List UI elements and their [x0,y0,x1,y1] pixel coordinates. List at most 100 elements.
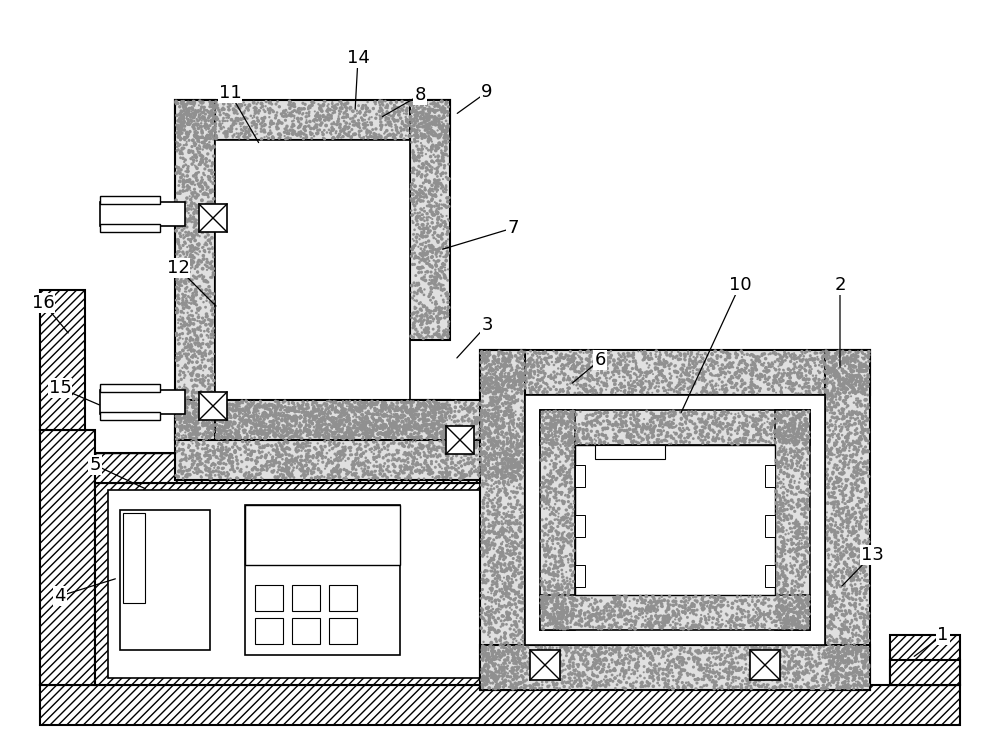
Point [403,113,419,125]
Point [829,348,845,360]
Point [484,469,500,481]
Point [271,461,287,472]
Point [429,178,445,190]
Point [728,377,744,389]
Point [501,612,517,624]
Point [771,435,787,447]
Point [498,587,514,598]
Point [671,657,687,669]
Point [853,595,869,607]
Point [417,266,433,278]
Point [708,602,724,614]
Point [673,652,689,663]
Point [267,402,283,414]
Point [221,421,237,433]
Point [218,444,234,455]
Point [387,419,403,431]
Point [484,537,500,549]
Point [795,486,811,498]
Point [638,375,654,387]
Point [847,652,863,664]
Point [691,619,707,631]
Point [374,119,390,131]
Point [480,489,496,501]
Point [566,433,582,445]
Point [236,441,252,453]
Point [251,419,267,431]
Point [856,679,872,691]
Point [232,431,248,443]
Point [850,570,866,582]
Point [174,133,190,144]
Point [829,661,845,673]
Point [826,385,842,397]
Point [782,557,798,569]
Point [247,119,263,130]
Point [496,364,512,376]
Point [855,468,871,480]
Point [203,144,219,156]
Point [202,101,218,113]
Point [212,471,228,483]
Point [819,665,835,677]
Point [185,147,201,158]
Point [427,398,443,410]
Point [718,412,734,424]
Point [675,607,691,619]
Point [236,425,252,436]
Point [581,437,597,449]
Point [640,383,656,395]
Point [769,471,785,483]
Point [495,453,511,465]
Point [824,579,840,591]
Point [243,450,259,461]
Point [854,484,870,496]
Point [499,608,515,620]
Point [220,404,236,416]
Point [232,465,248,477]
Point [834,565,850,577]
Point [431,235,447,247]
Point [704,617,720,629]
Point [554,438,570,450]
Point [200,389,216,401]
Point [534,411,550,423]
Point [633,374,649,386]
Point [493,366,509,377]
Point [483,418,499,430]
Point [347,416,363,428]
Point [842,593,858,605]
Point [818,659,834,671]
Point [335,453,351,464]
Point [846,534,862,545]
Point [836,377,852,388]
Point [427,405,443,416]
Point [689,368,705,380]
Point [493,416,509,427]
Point [424,206,440,218]
Point [853,680,869,691]
Point [487,615,503,626]
Point [483,381,499,393]
Point [177,387,193,399]
Point [177,120,193,132]
Point [783,663,799,674]
Point [317,398,333,410]
Point [515,674,531,686]
Point [504,391,520,403]
Point [775,560,791,572]
Point [513,578,529,590]
Point [564,410,580,422]
Point [353,419,369,431]
Point [218,419,234,430]
Point [547,551,563,562]
Point [537,346,553,357]
Point [545,677,561,688]
Point [600,352,616,363]
Point [190,332,206,344]
Point [538,475,554,486]
Point [859,413,875,425]
Point [820,675,836,687]
Point [490,356,506,368]
Point [654,621,670,632]
